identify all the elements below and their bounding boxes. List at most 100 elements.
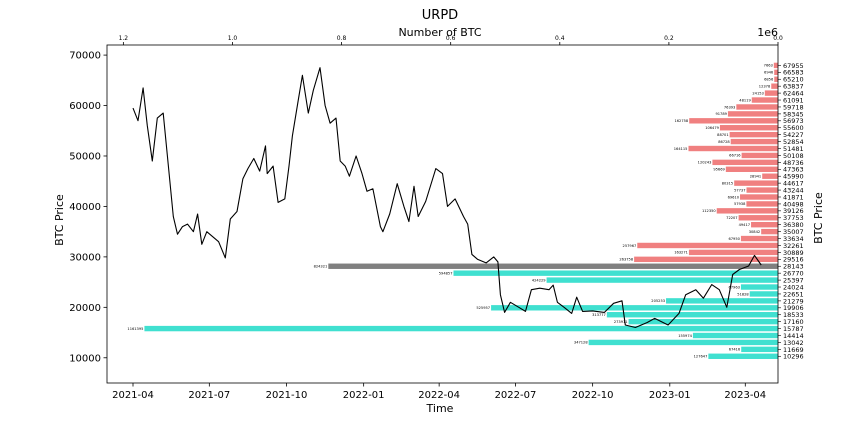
urpd-bar bbox=[708, 353, 778, 359]
top-tick-label: 0.8 bbox=[337, 35, 347, 42]
urpd-bar-value: 67950 bbox=[728, 237, 740, 241]
right-tick-label: 43244 bbox=[783, 186, 804, 194]
right-tick-label: 36380 bbox=[783, 221, 804, 229]
right-tick-label: 11669 bbox=[783, 346, 804, 354]
right-tick-label: 67955 bbox=[783, 62, 804, 70]
urpd-bar-value: 7663 bbox=[764, 64, 773, 68]
urpd-bar bbox=[692, 332, 778, 339]
right-tick-label: 61091 bbox=[783, 96, 804, 104]
urpd-bar-value: 594857 bbox=[439, 271, 453, 275]
y-tick-label: 30000 bbox=[69, 252, 101, 263]
urpd-bar-value: 155974 bbox=[678, 334, 692, 338]
urpd-bar-value: 28941 bbox=[750, 175, 761, 179]
top-tick-label: 1.0 bbox=[228, 35, 238, 42]
urpd-bar-value: 88701 bbox=[717, 133, 728, 137]
right-tick-label: 22651 bbox=[783, 290, 804, 298]
urpd-bar bbox=[606, 312, 778, 318]
urpd-bar bbox=[730, 138, 778, 145]
y-tick-label: 20000 bbox=[69, 303, 101, 314]
urpd-bar bbox=[740, 284, 778, 290]
urpd-bar-value: 205253 bbox=[651, 299, 665, 303]
urpd-bar bbox=[588, 339, 778, 346]
y-tick-label: 50000 bbox=[69, 151, 101, 162]
urpd-bar-value: 95669 bbox=[713, 168, 725, 172]
urpd-bar bbox=[764, 90, 778, 96]
urpd-bar bbox=[688, 145, 778, 152]
urpd-bar-value: 66716 bbox=[729, 154, 741, 158]
right-tick-label: 59718 bbox=[783, 103, 804, 111]
urpd-bar bbox=[749, 291, 778, 297]
urpd-bar bbox=[741, 346, 778, 353]
right-tick-label: 15787 bbox=[783, 325, 804, 333]
right-tick-label: 37753 bbox=[783, 214, 804, 222]
y-tick-label: 60000 bbox=[69, 101, 101, 112]
urpd-bar-value: 6856 bbox=[764, 78, 774, 82]
right-tick-label: 13042 bbox=[783, 339, 804, 347]
right-tick-label: 41871 bbox=[783, 193, 804, 201]
top-axis-label: Number of BTC bbox=[398, 26, 481, 39]
top-tick-label: 0.2 bbox=[664, 35, 674, 42]
right-tick-label: 28143 bbox=[783, 263, 804, 271]
y-axis-label: BTC Price bbox=[53, 194, 66, 246]
urpd-bar-value: 76393 bbox=[724, 105, 735, 109]
right-tick-label: 35007 bbox=[783, 228, 804, 236]
urpd-bar bbox=[741, 152, 778, 159]
urpd-bar-value: 106479 bbox=[705, 126, 719, 130]
urpd-bar-value: 1161395 bbox=[127, 327, 143, 331]
urpd-bar bbox=[761, 228, 778, 235]
right-tick-label: 47363 bbox=[783, 166, 804, 174]
y-tick-label: 40000 bbox=[69, 202, 101, 213]
x-axis-label: Time bbox=[426, 402, 454, 415]
urpd-bar-value: 127647 bbox=[694, 355, 708, 359]
right-tick-label: 25397 bbox=[783, 277, 804, 285]
urpd-bar-value: 51828 bbox=[737, 292, 749, 296]
urpd-bar bbox=[491, 305, 778, 311]
urpd-bar bbox=[773, 62, 778, 69]
urpd-bar bbox=[746, 187, 778, 193]
urpd-bar bbox=[771, 83, 778, 89]
urpd-bar-value: 49417 bbox=[739, 223, 750, 227]
urpd-bar bbox=[725, 166, 778, 172]
urpd-bar bbox=[751, 221, 778, 228]
urpd-bar bbox=[727, 111, 778, 117]
urpd-bar-value: 80315 bbox=[722, 181, 733, 185]
right-tick-label: 24024 bbox=[783, 283, 804, 291]
right-tick-label: 39126 bbox=[783, 207, 804, 215]
right-tick-label: 48736 bbox=[783, 159, 804, 167]
top-tick-label: 1.2 bbox=[119, 35, 129, 42]
right-tick-label: 40498 bbox=[783, 200, 804, 208]
urpd-bar-value: 824321 bbox=[314, 265, 328, 269]
urpd-bar bbox=[712, 159, 778, 166]
right-tick-label: 55600 bbox=[783, 124, 804, 132]
right-tick-label: 65210 bbox=[783, 76, 804, 84]
chart-title: URPD bbox=[422, 8, 458, 23]
price-line-group bbox=[132, 67, 762, 329]
price-line bbox=[132, 67, 762, 329]
right-tick-label: 29516 bbox=[783, 256, 804, 264]
x-tick-label: 2023-04 bbox=[724, 390, 766, 401]
urpd-bar-value: 67416 bbox=[729, 348, 741, 352]
right-tick-label: 30889 bbox=[783, 249, 804, 257]
right-tick-label: 18533 bbox=[783, 311, 804, 319]
urpd-bar bbox=[546, 277, 778, 283]
y-tick-label: 10000 bbox=[69, 353, 101, 364]
x-tick-label: 2021-04 bbox=[112, 390, 154, 401]
urpd-bar bbox=[453, 270, 778, 276]
right-tick-label: 33634 bbox=[783, 235, 804, 243]
urpd-bar bbox=[740, 235, 778, 242]
urpd-bar bbox=[144, 325, 779, 332]
right-tick-label: 66583 bbox=[783, 69, 804, 77]
right-tick-label: 50108 bbox=[783, 152, 804, 160]
right-tick-label: 52854 bbox=[783, 138, 804, 146]
urpd-bar bbox=[634, 256, 778, 263]
right-tick-label: 44617 bbox=[783, 180, 804, 188]
plot-frame bbox=[106, 44, 779, 384]
urpd-bar-value: 313777 bbox=[592, 313, 606, 317]
x-tick-label: 2022-10 bbox=[572, 390, 614, 401]
right-tick-label: 58345 bbox=[783, 110, 804, 118]
right-tick-label: 62464 bbox=[783, 90, 804, 98]
urpd-bar bbox=[719, 125, 778, 131]
urpd-bar bbox=[774, 69, 778, 76]
right-tick-label: 14414 bbox=[783, 332, 804, 340]
